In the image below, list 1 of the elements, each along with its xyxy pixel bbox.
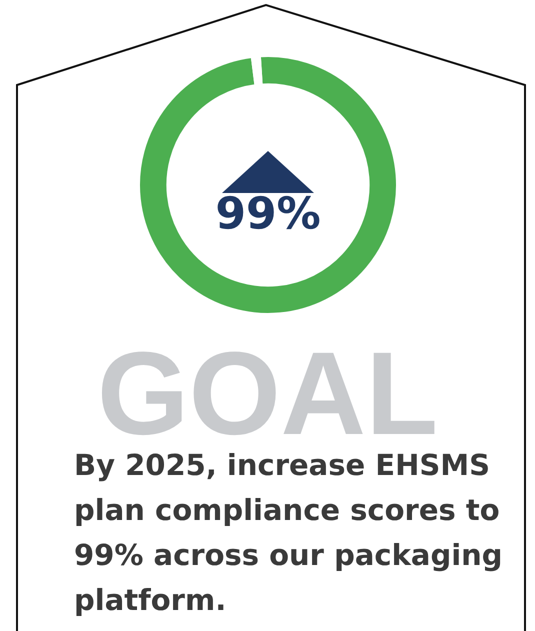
data-label: 99% — [215, 188, 321, 240]
